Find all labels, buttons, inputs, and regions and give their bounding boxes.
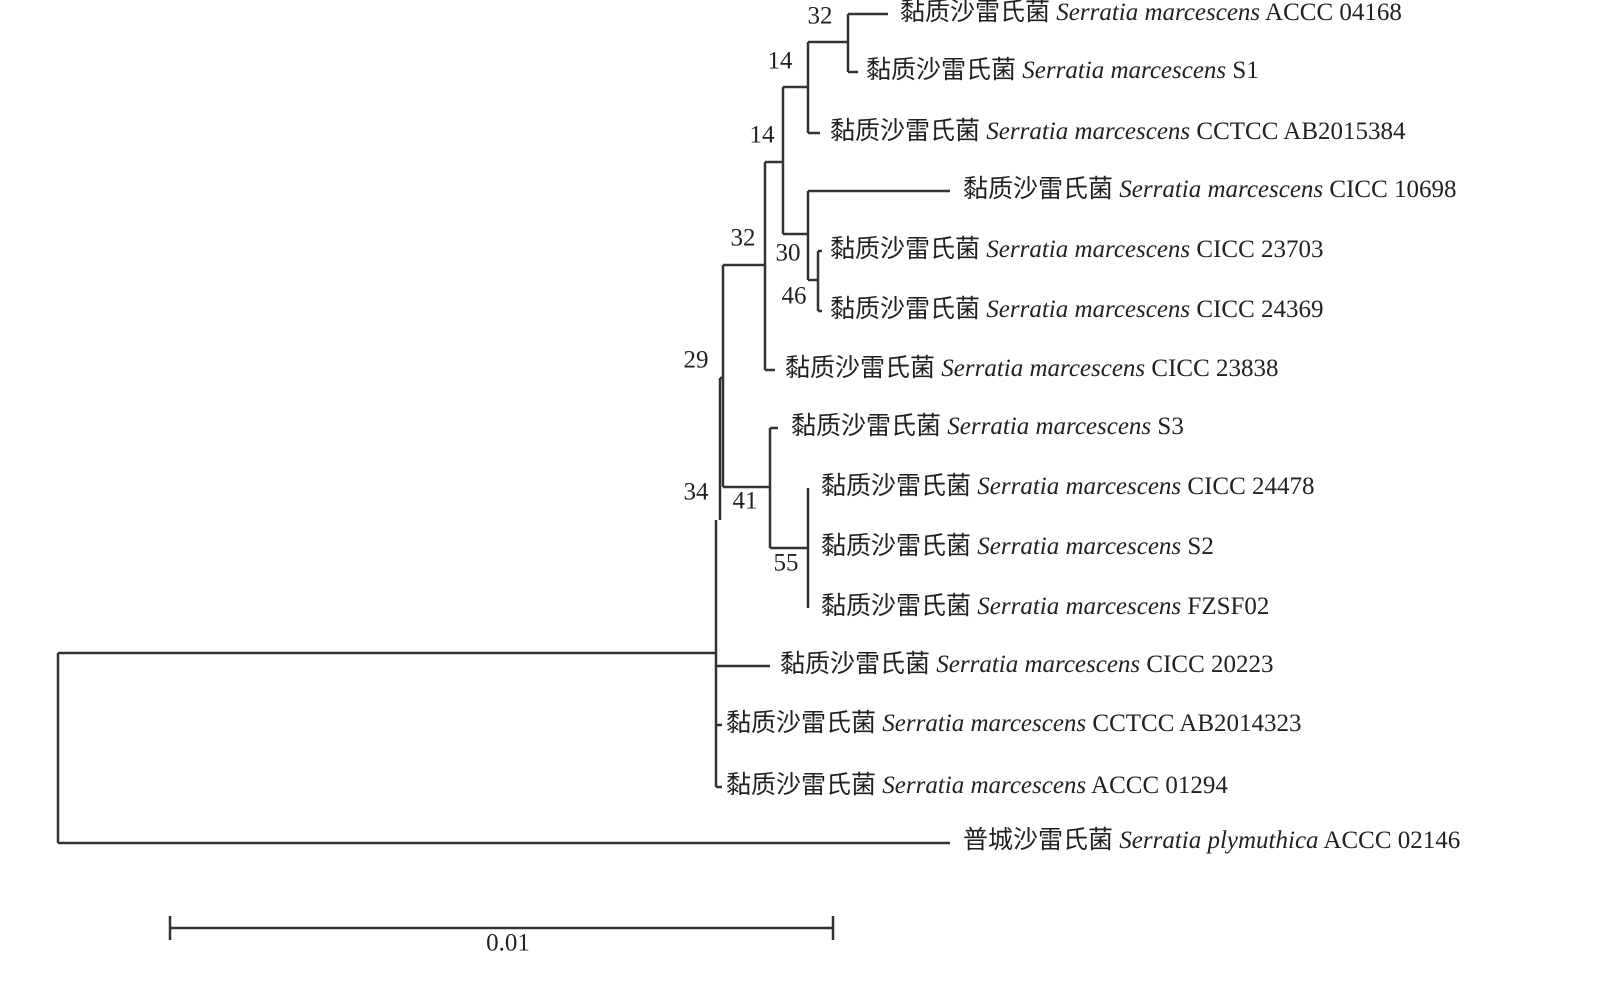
- common-name: 黏质沙雷氏菌: [830, 117, 980, 145]
- strain-name: CICC 23838: [1151, 355, 1278, 382]
- species-name: Serratia marcescens: [986, 236, 1190, 263]
- common-name: 普城沙雷氏菌: [963, 826, 1113, 854]
- bootstrap-value: 29: [684, 347, 709, 374]
- scale-line: [168, 916, 835, 940]
- strain-name: CCTCC AB2015384: [1196, 118, 1406, 145]
- species-name: Serratia marcescens: [1022, 57, 1226, 84]
- common-name: 黏质沙雷氏菌: [791, 412, 941, 440]
- leaf-label: 黏质沙雷氏菌 Serratia marcescens ACCC 04168: [900, 0, 1402, 26]
- strain-name: ACCC 02146: [1323, 827, 1460, 854]
- species-name: Serratia marcescens: [977, 533, 1181, 560]
- species-name: Serratia marcescens: [936, 651, 1140, 678]
- common-name: 黏质沙雷氏菌: [830, 295, 980, 323]
- common-name: 黏质沙雷氏菌: [821, 532, 971, 560]
- species-name: Serratia plymuthica: [1119, 827, 1318, 854]
- species-name: Serratia marcescens: [947, 413, 1151, 440]
- bootstrap-value: 46: [782, 283, 807, 310]
- common-name: 黏质沙雷氏菌: [780, 650, 930, 678]
- common-name: 黏质沙雷氏菌: [900, 0, 1050, 26]
- strain-name: S3: [1157, 413, 1183, 440]
- bootstrap-value: 41: [733, 488, 758, 515]
- bootstrap-value: 14: [750, 122, 776, 149]
- common-name: 黏质沙雷氏菌: [866, 56, 1016, 84]
- species-name: Serratia marcescens: [986, 118, 1190, 145]
- bootstrap-value: 14: [768, 48, 794, 75]
- scale-label: 0.01: [486, 930, 530, 957]
- strain-name: CICC 24478: [1187, 473, 1314, 500]
- leaf-label: 黏质沙雷氏菌 Serratia marcescens CICC 24478: [821, 472, 1315, 500]
- species-name: Serratia marcescens: [986, 296, 1190, 323]
- common-name: 黏质沙雷氏菌: [726, 771, 876, 799]
- scale-bar: 0.01: [168, 916, 835, 957]
- leaf-label: 黏质沙雷氏菌 Serratia marcescens CICC 23838: [785, 354, 1279, 382]
- bootstrap-value: 30: [776, 240, 801, 267]
- bootstrap-value: 55: [774, 550, 799, 577]
- species-name: Serratia marcescens: [882, 710, 1086, 737]
- common-name: 黏质沙雷氏菌: [726, 709, 876, 737]
- bootstrap-value: 34: [684, 479, 710, 506]
- species-name: Serratia marcescens: [1056, 0, 1260, 26]
- species-name: Serratia marcescens: [977, 473, 1181, 500]
- bootstrap-value: 32: [808, 3, 833, 30]
- species-name: Serratia marcescens: [1119, 176, 1323, 203]
- species-name: Serratia marcescens: [941, 355, 1145, 382]
- strain-name: CICC 23703: [1196, 236, 1323, 263]
- leaf-label: 黏质沙雷氏菌 Serratia marcescens S3: [791, 412, 1184, 440]
- common-name: 黏质沙雷氏菌: [785, 354, 935, 382]
- leaf-label: 黏质沙雷氏菌 Serratia marcescens CCTCC AB20143…: [726, 709, 1302, 737]
- leaf-label: 黏质沙雷氏菌 Serratia marcescens CICC 10698: [963, 175, 1457, 203]
- common-name: 黏质沙雷氏菌: [821, 472, 971, 500]
- leaf-label: 普城沙雷氏菌 Serratia plymuthica ACCC 02146: [963, 826, 1460, 854]
- leaf-label: 黏质沙雷氏菌 Serratia marcescens CICC 23703: [830, 235, 1324, 263]
- common-name: 黏质沙雷氏菌: [963, 175, 1113, 203]
- strain-name: S2: [1187, 533, 1213, 560]
- bootstrap-value: 32: [731, 225, 756, 252]
- tree-branches: [56, 12, 950, 845]
- strain-name: CICC 24369: [1196, 296, 1323, 323]
- leaf-label: 黏质沙雷氏菌 Serratia marcescens FZSF02: [821, 592, 1269, 620]
- leaf-label: 黏质沙雷氏菌 Serratia marcescens CCTCC AB20153…: [830, 117, 1406, 145]
- species-name: Serratia marcescens: [882, 772, 1086, 799]
- leaf-label: 黏质沙雷氏菌 Serratia marcescens S1: [866, 56, 1259, 84]
- strain-name: FZSF02: [1187, 593, 1269, 620]
- strain-name: CICC 10698: [1329, 176, 1456, 203]
- strain-name: CICC 20223: [1146, 651, 1273, 678]
- strain-name: S1: [1232, 57, 1258, 84]
- species-name: Serratia marcescens: [977, 593, 1181, 620]
- strain-name: ACCC 04168: [1265, 0, 1402, 26]
- leaf-label: 黏质沙雷氏菌 Serratia marcescens ACCC 01294: [726, 771, 1228, 799]
- leaf-label: 黏质沙雷氏菌 Serratia marcescens CICC 20223: [780, 650, 1274, 678]
- common-name: 黏质沙雷氏菌: [821, 592, 971, 620]
- strain-name: CCTCC AB2014323: [1092, 710, 1301, 737]
- leaf-label: 黏质沙雷氏菌 Serratia marcescens CICC 24369: [830, 295, 1324, 323]
- strain-name: ACCC 01294: [1091, 772, 1228, 799]
- leaf-label: 黏质沙雷氏菌 Serratia marcescens S2: [821, 532, 1214, 560]
- common-name: 黏质沙雷氏菌: [830, 235, 980, 263]
